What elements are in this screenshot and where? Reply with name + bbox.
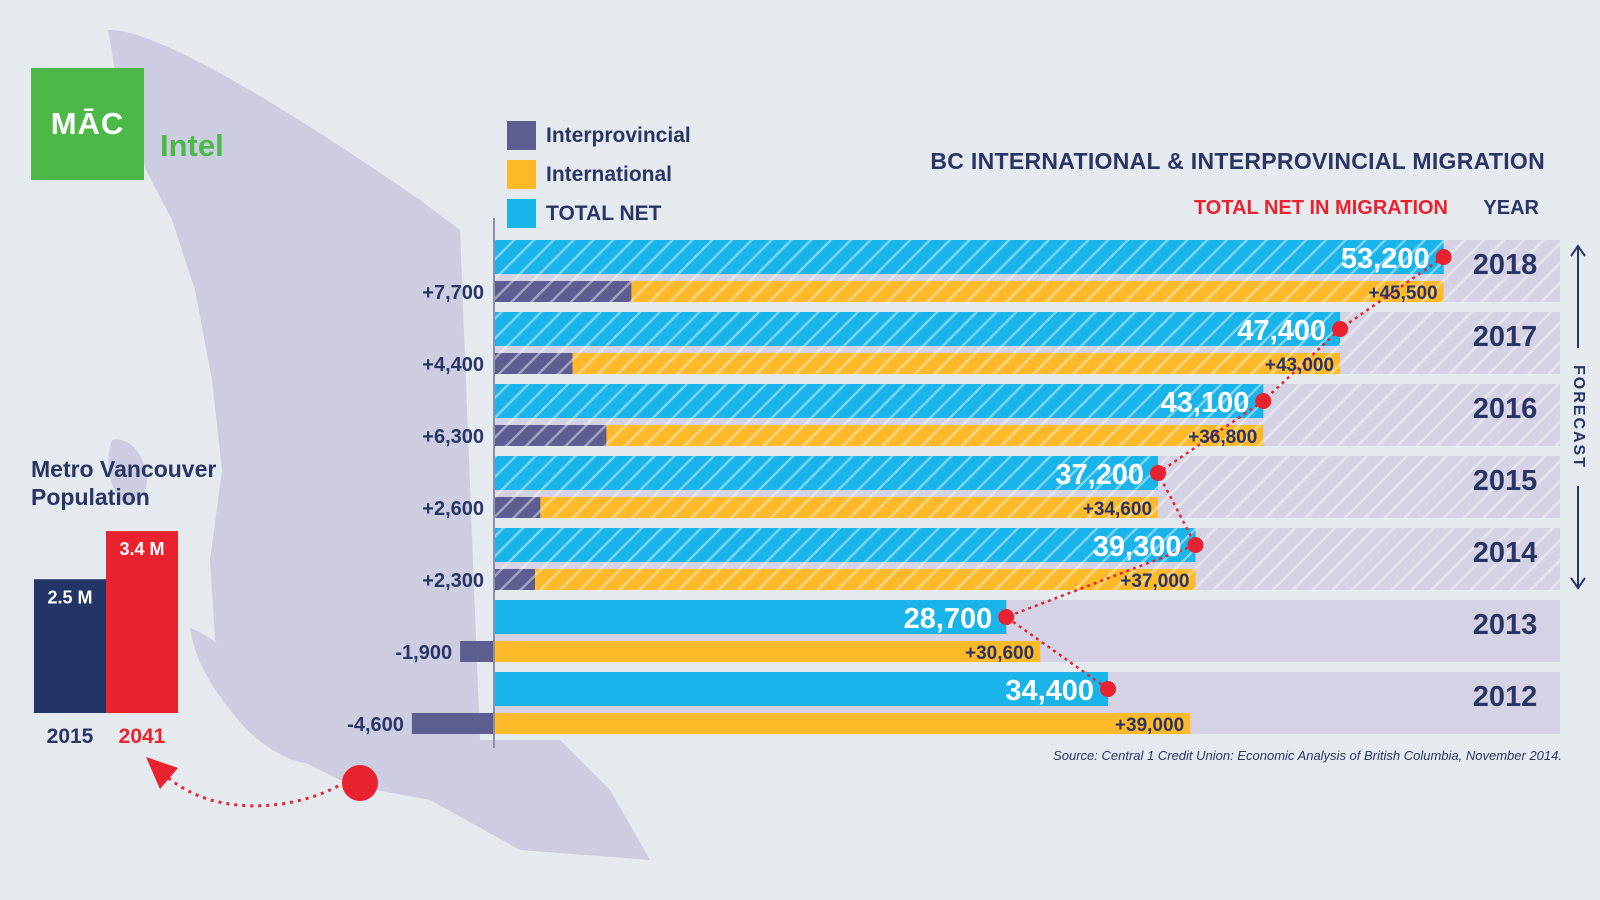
- legend-item-interprovincial: Interprovincial: [507, 116, 691, 155]
- interprovincial-bar-2013: [460, 641, 494, 662]
- interprovincial-label-2018: +7,700: [422, 282, 484, 304]
- international-label-2015: +34,600: [1083, 499, 1152, 520]
- legend-item-total-net: TOTAL NET: [507, 194, 691, 233]
- international-label-2016: +36,800: [1188, 427, 1257, 448]
- interprovincial-label-2017: +4,400: [422, 354, 484, 376]
- international-label-2014: +37,000: [1120, 571, 1189, 592]
- forecast-hatch-2016: [494, 384, 1560, 446]
- year-label-2014: 2014: [1473, 537, 1538, 569]
- total-net-bar-2012: [494, 672, 1109, 706]
- interprovincial-label-2013: -1,900: [395, 642, 452, 664]
- interprovincial-label-2012: -4,600: [347, 714, 404, 736]
- year-label-2015: 2015: [1473, 465, 1538, 497]
- total-net-label-2013: 28,700: [904, 603, 993, 635]
- total-net-label-2018: 53,200: [1341, 243, 1430, 275]
- intel-logo-word: Intel: [160, 128, 224, 163]
- total-net-label-2014: 39,300: [1093, 531, 1182, 563]
- forecast-indicator: FORECAST: [1570, 244, 1587, 590]
- haida-gwaii-shape: [108, 439, 147, 503]
- column-header-year: YEAR: [1483, 197, 1539, 219]
- interprovincial-label-2015: +2,600: [422, 498, 484, 520]
- population-title-line1: Metro Vancouver: [31, 456, 217, 482]
- population-value-2041: 3.4 M: [119, 539, 164, 559]
- forecast-arrow-up-icon: [1570, 244, 1586, 257]
- year-label-2017: 2017: [1473, 321, 1538, 353]
- total-net-label-2012: 34,400: [1005, 675, 1094, 707]
- forecast-arrow-down-icon: [1570, 577, 1586, 590]
- legend-label-international: International: [546, 162, 673, 186]
- population-title: Metro Vancouver Population: [31, 455, 216, 511]
- column-header-total-net: TOTAL NET IN MIGRATION: [1193, 197, 1448, 219]
- total-net-label-2016: 43,100: [1161, 387, 1250, 419]
- total-net-point-2012: [1100, 681, 1117, 697]
- international-label-2013: +30,600: [965, 643, 1034, 664]
- population-bar-2041: [106, 531, 178, 713]
- vancouver-island-shape: [190, 628, 327, 764]
- population-title-line2: Population: [31, 484, 150, 510]
- interprovincial-label-2016: +6,300: [422, 426, 484, 448]
- forecast-label: FORECAST: [1570, 365, 1587, 469]
- interprovincial-bar-2012: [411, 713, 494, 734]
- legend-label-interprovincial: Interprovincial: [546, 123, 691, 147]
- total-net-point-2015: [1150, 465, 1167, 481]
- vancouver-arrow-head: [146, 757, 178, 789]
- forecast-hatch-2017: [494, 312, 1560, 374]
- total-net-bar-2013: [494, 600, 1007, 634]
- year-label-2012: 2012: [1473, 681, 1538, 713]
- total-net-point-2014: [1187, 537, 1204, 553]
- population-year-2041: 2041: [119, 725, 166, 748]
- year-label-2016: 2016: [1473, 393, 1538, 425]
- vancouver-marker: [342, 765, 378, 801]
- legend-label-total-net: TOTAL NET: [546, 201, 662, 225]
- bc-mainland-shape: [108, 29, 650, 860]
- total-net-points: [998, 249, 1452, 697]
- population-bar-2015: [34, 579, 106, 713]
- chart-legend: Interprovincial International TOTAL NET: [507, 116, 691, 233]
- legend-swatch-interprovincial: [507, 121, 536, 150]
- international-label-2012: +39,000: [1115, 715, 1184, 736]
- year-label-2018: 2018: [1473, 249, 1538, 281]
- bar-labels: 53,200 +45,500 +7,700 2018 47,400 +43,000 +4,4…: [347, 243, 1537, 736]
- total-net-point-2018: [1435, 249, 1452, 265]
- total-net-point-2013: [998, 609, 1015, 625]
- interprovincial-label-2014: +2,300: [422, 570, 484, 592]
- forecast-hatch-2014: [494, 528, 1560, 590]
- year-label-2013: 2013: [1473, 609, 1538, 641]
- international-label-2017: +43,000: [1265, 355, 1334, 376]
- legend-swatch-international: [507, 160, 536, 189]
- total-net-label-2017: 47,400: [1237, 315, 1326, 347]
- legend-item-international: International: [507, 155, 691, 194]
- population-value-2015: 2.5 M: [47, 587, 92, 607]
- international-label-2018: +45,500: [1368, 283, 1437, 304]
- mac-logo: MĀC: [31, 68, 144, 180]
- chart-title: BC INTERNATIONAL & INTERPROVINCIAL MIGRA…: [930, 148, 1545, 174]
- international-bar-2012: [494, 713, 1191, 734]
- total-net-label-2015: 37,200: [1055, 459, 1144, 491]
- legend-swatch-total-net: [507, 199, 536, 228]
- source-note: Source: Central 1 Credit Union: Economic…: [1053, 748, 1562, 763]
- population-chart: 2.5 M 2015 3.4 M 2041: [34, 531, 178, 748]
- total-net-point-2017: [1332, 321, 1349, 337]
- international-bar-2013: [494, 641, 1041, 662]
- forecast-hatch-2018: [494, 240, 1560, 302]
- population-year-2015: 2015: [47, 725, 94, 748]
- forecast-hatch-2015: [494, 456, 1560, 518]
- total-net-point-2016: [1255, 393, 1272, 409]
- forecast-hatching: [494, 240, 1560, 590]
